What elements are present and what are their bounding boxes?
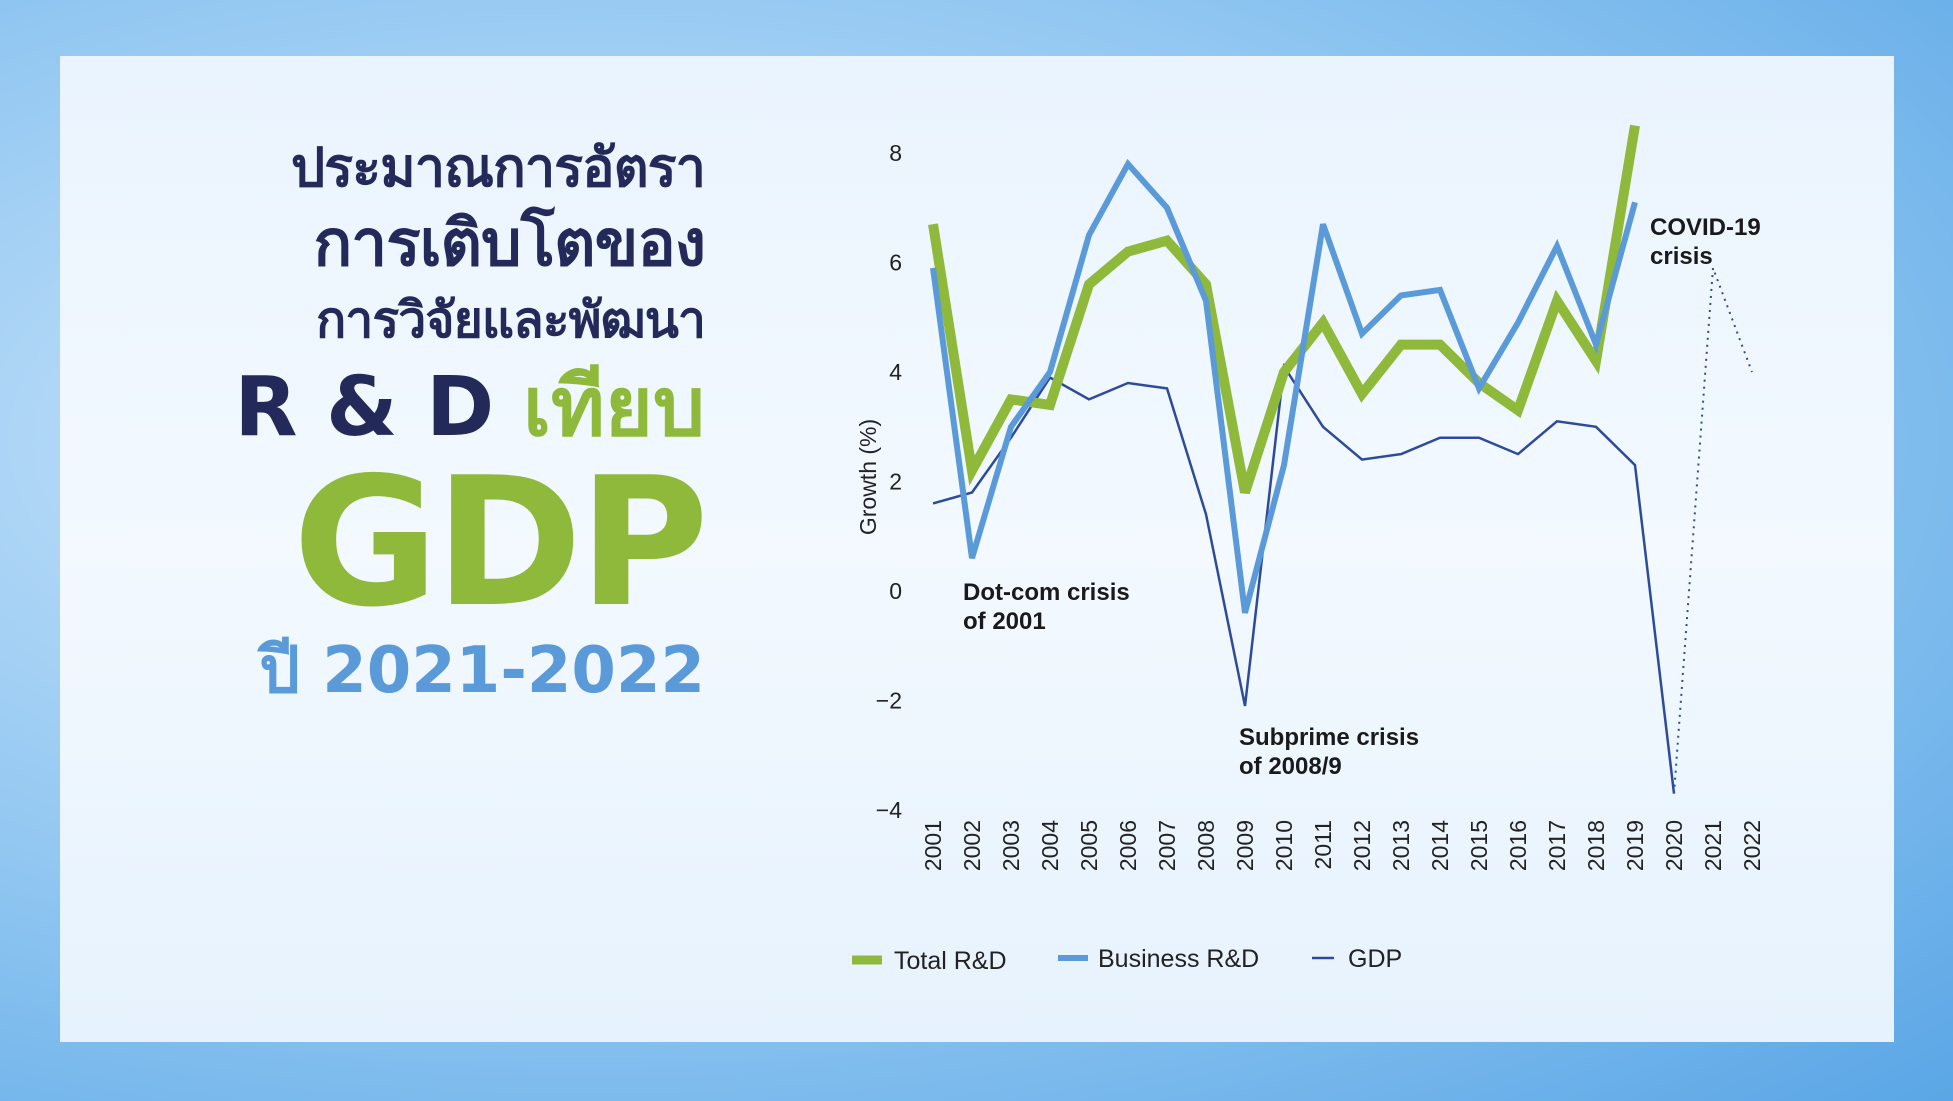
x-tick-label: 2015 — [1466, 820, 1492, 871]
x-tick-label: 2006 — [1115, 820, 1141, 871]
x-tick-label: 2004 — [1037, 820, 1063, 871]
series-line-total-r-d — [928, 124, 1640, 495]
x-tick-label: 2007 — [1154, 820, 1180, 871]
title-block: ประมาณการอัตรา การเติบโตของ การวิจัยและพ… — [120, 130, 709, 714]
legend: Total R&D Business R&D GDP — [852, 945, 1402, 975]
x-tick-label: 2017 — [1544, 820, 1570, 871]
x-tick-label: 2014 — [1427, 820, 1453, 871]
x-tick-label: 2012 — [1349, 820, 1375, 871]
y-tick-label: 0 — [889, 578, 902, 604]
x-tick-label: 2018 — [1583, 820, 1609, 871]
x-tick-label: 2002 — [959, 820, 985, 871]
y-tick-label: 8 — [889, 140, 902, 166]
y-tick-label: −4 — [876, 797, 902, 823]
y-tick-label: −2 — [876, 688, 902, 714]
title-years: ปี 2021-2022 — [259, 634, 705, 708]
x-tick-label: 2010 — [1271, 820, 1297, 871]
x-tick-label: 2019 — [1622, 820, 1648, 871]
y-tick-label: 2 — [889, 469, 902, 495]
legend-gdp-label: GDP — [1348, 945, 1402, 973]
legend-business-rd-label: Business R&D — [1098, 945, 1259, 973]
x-tick-label: 2021 — [1700, 820, 1726, 871]
title-line-4: R & D เทียบ — [120, 358, 705, 458]
title-line-3: การวิจัยและพัฒนา — [316, 291, 706, 349]
legend-total-rd-label: Total R&D — [894, 947, 1007, 975]
y-tick-label: 6 — [889, 250, 902, 276]
x-tick-label: 2011 — [1310, 820, 1336, 869]
annotation-covid: COVID-19 crisis — [1650, 214, 1767, 270]
series-lines — [928, 124, 1753, 794]
series-line-business-r-d — [930, 158, 1638, 614]
x-tick-label: 2013 — [1388, 820, 1414, 871]
y-ticks: 8 6 4 2 0 −2 −4 — [876, 140, 902, 823]
title-gdp: GDP — [292, 439, 709, 646]
title-rd: R & D — [234, 360, 495, 455]
x-tick-label: 2005 — [1076, 820, 1102, 871]
annotation-subprime: Subprime crisis of 2008/9 — [1239, 724, 1426, 780]
title-line-1: ประมาณการอัตรา — [290, 136, 706, 199]
y-axis-label: Growth (%) — [855, 419, 881, 535]
y-tick-label: 4 — [889, 359, 902, 385]
x-ticks: 2001 2002 2003 2004 2005 2006 2007 2008 2009 2010… — [920, 820, 1765, 871]
title-versus: เทียบ — [522, 360, 705, 455]
gdp-forecast-line — [1673, 267, 1753, 794]
title-line-2: การเติบโตของ — [313, 207, 707, 281]
x-tick-label: 2009 — [1232, 820, 1258, 871]
x-tick-label: 2020 — [1661, 820, 1687, 871]
x-tick-label: 2016 — [1505, 820, 1531, 871]
x-tick-label: 2022 — [1739, 820, 1765, 871]
x-tick-label: 2008 — [1193, 820, 1219, 871]
x-tick-label: 2001 — [920, 820, 946, 871]
annotation-dotcom: Dot-com crisis of 2001 — [963, 579, 1136, 635]
x-tick-label: 2003 — [998, 820, 1024, 871]
